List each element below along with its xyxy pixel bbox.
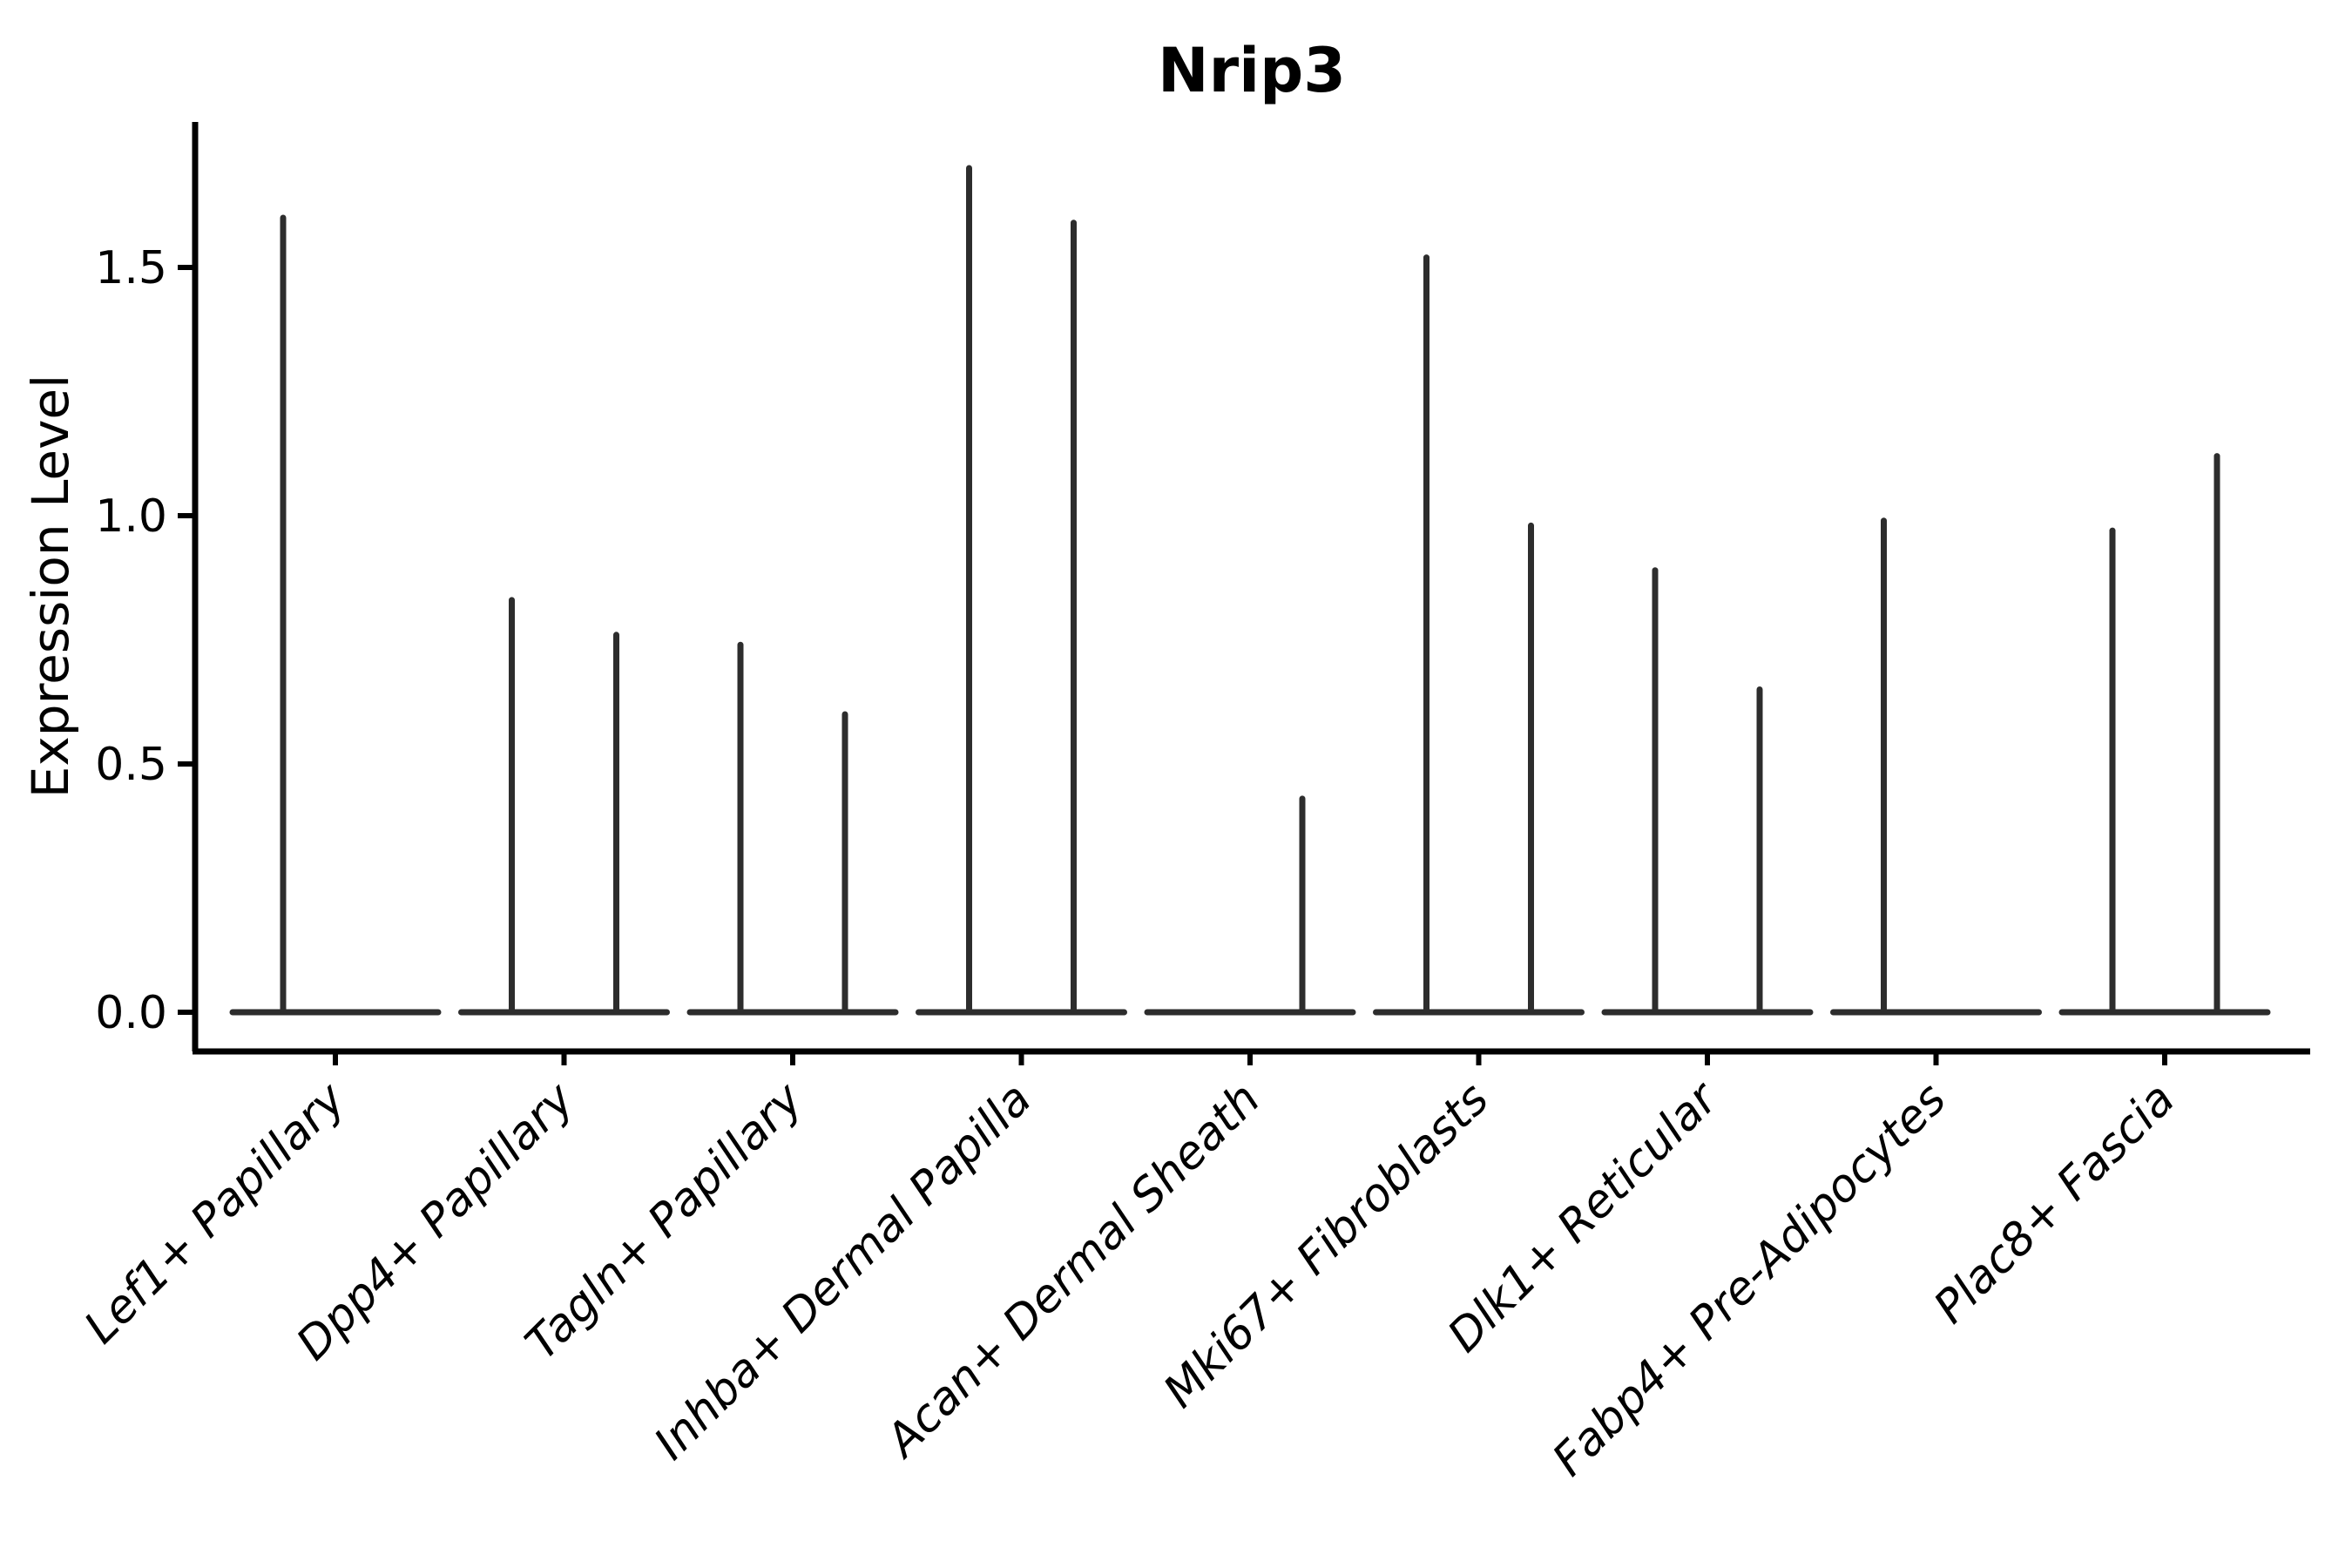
y-tick-label-0.0: 0.0 bbox=[95, 987, 167, 1039]
violin-category-8 bbox=[1830, 517, 2042, 1016]
violin-category-3 bbox=[686, 641, 899, 1016]
violin-category-7 bbox=[1601, 567, 1814, 1016]
violin-category-4 bbox=[916, 165, 1127, 1016]
y-axis-label: Expression Level bbox=[21, 375, 80, 798]
violin-category-5 bbox=[1144, 795, 1356, 1016]
y-tick-label-0.5: 0.5 bbox=[95, 739, 167, 791]
x-category-label: Acan+ Dermal Sheath bbox=[875, 1073, 1270, 1469]
y-tick-label-1.0: 1.0 bbox=[95, 490, 167, 543]
violin-category-1 bbox=[229, 214, 442, 1016]
violin-category-6 bbox=[1373, 254, 1585, 1016]
x-category-label: Inhba+ Dermal Papilla bbox=[645, 1073, 1042, 1470]
y-tick-label-1.5: 1.5 bbox=[95, 242, 167, 294]
x-axis-ticks bbox=[333, 1051, 2167, 1065]
chart-title: Nrip3 bbox=[1158, 35, 1346, 106]
x-category-label: Plac8+ Fascia bbox=[1924, 1073, 2185, 1334]
x-category-label: Fabp4+ Pre-Adipocytes bbox=[1543, 1073, 1957, 1487]
violin-category-2 bbox=[458, 597, 670, 1016]
y-axis-ticks: 0.0 0.5 1.0 1.5 bbox=[95, 242, 195, 1039]
violins-layer bbox=[229, 165, 2271, 1016]
violin-category-9 bbox=[2058, 453, 2271, 1016]
